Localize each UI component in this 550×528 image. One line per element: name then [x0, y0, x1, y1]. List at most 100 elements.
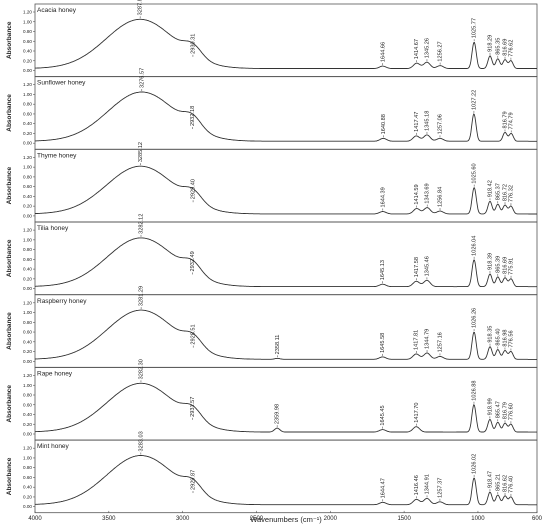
peak-label: 1025.60	[472, 163, 478, 183]
panel-6: Rape honey Absorbance 0.00 0.20 0.40 0.60 0.80…	[6, 359, 538, 441]
y-tick-label: 0.40	[23, 194, 32, 199]
peak-label: 1256.27	[438, 41, 444, 61]
y-axis-label: Absorbance	[6, 94, 13, 132]
spectrum-line	[34, 455, 537, 506]
peak-label: 776.62	[508, 40, 514, 57]
panel-3: Thyme honey Absorbance 0.00 0.20 0.40 0.60 0.8…	[6, 142, 538, 223]
y-tick-label: 0.60	[23, 111, 32, 116]
peak-label: 1645.45	[380, 405, 386, 425]
panels-group: Acacia honey Absorbance 0.00 0.20 0.40 0.60 0.…	[6, 0, 538, 514]
peak-label: 918.39	[487, 253, 493, 270]
y-tick-label: 1.20	[23, 82, 32, 87]
peak-label: 2931.57	[190, 397, 196, 417]
peak-label: 1414.59	[414, 184, 420, 204]
peak-label: 1644.47	[380, 478, 386, 498]
peak-label: 1344.91	[425, 474, 431, 494]
peak-label: 1257.37	[437, 478, 443, 498]
y-tick-label: 1.00	[23, 237, 32, 242]
peak-label: 865.37	[495, 183, 501, 200]
peak-label: 865.40	[495, 328, 501, 345]
panel-title: Acacia honey	[37, 7, 77, 14]
x-tick-label: 2000	[324, 516, 338, 522]
y-axis-label: Absorbance	[6, 166, 13, 204]
y-axis-label: Absorbance	[6, 312, 13, 350]
spectrum-line	[35, 382, 537, 433]
peak-label: 1644.66	[380, 42, 386, 62]
peak-label: 1640.88	[381, 114, 387, 134]
y-axis-label: Absorbance	[6, 239, 13, 277]
peak-label: 1644.39	[380, 187, 386, 207]
peak-label: 1345.26	[424, 38, 430, 58]
spectrum-line	[35, 91, 537, 142]
x-tick-label: 1000	[471, 516, 485, 522]
y-tick-label: 0.20	[23, 422, 32, 427]
peak-label: 776.60	[508, 403, 514, 420]
y-tick-label: 0.60	[23, 257, 32, 262]
peak-label: 2929.87	[191, 470, 197, 490]
peak-label: 1414.67	[414, 39, 420, 59]
x-axis: 4000 3500 3000 2500 2000 1500 1000 600	[28, 510, 543, 522]
peak-label: 2358.11	[275, 335, 281, 355]
y-tick-label: 0.00	[23, 68, 32, 73]
peak-label: 1645.13	[380, 260, 386, 280]
peak-label: 816.62	[503, 475, 509, 492]
peak-label: 1417.58	[414, 257, 420, 277]
x-tick-label: 1500	[397, 516, 411, 522]
peak-label: 1345.18	[424, 111, 430, 131]
y-tick-label: 0.40	[23, 121, 32, 126]
peak-label: 816.69	[503, 39, 509, 56]
y-tick-label: 0.00	[23, 141, 32, 146]
peak-label: 1025.77	[472, 18, 478, 38]
peak-label: 774.79	[509, 112, 515, 129]
peak-label: 3287.86	[138, 0, 144, 15]
y-tick-label: 0.20	[23, 276, 32, 281]
peak-label: 918.42	[487, 180, 493, 197]
peak-label: 918.47	[487, 471, 493, 488]
peak-label: 1345.46	[424, 256, 430, 276]
peak-label: 918.29	[488, 35, 494, 52]
x-tick-label: 3500	[102, 516, 116, 522]
panel-frame	[34, 367, 538, 441]
x-tick-label: 3000	[176, 516, 190, 522]
peak-label: 776.40	[508, 476, 514, 493]
peak-label: 776.32	[508, 185, 514, 202]
y-tick-label: 1.00	[23, 310, 32, 315]
panel-frame	[34, 221, 538, 296]
x-axis-label: Wavenumbers (cm⁻¹)	[250, 515, 322, 524]
y-tick-label: 0.80	[23, 465, 32, 470]
peak-label: 775.91	[509, 258, 515, 275]
peak-label: 816.79	[502, 402, 508, 419]
y-tick-label: 0.20	[23, 349, 32, 354]
peak-label: 3276.57	[139, 68, 145, 88]
peak-label: 1027.22	[471, 90, 477, 110]
y-tick-label: 0.80	[23, 247, 32, 252]
spectrum-line	[34, 165, 537, 215]
peak-label: 1256.84	[438, 187, 444, 207]
y-tick-label: 1.00	[23, 19, 32, 24]
peak-label: 1257.16	[437, 332, 443, 352]
peak-label: 2929.40	[191, 179, 197, 199]
y-tick-label: 0.80	[23, 29, 32, 34]
spectrum-line	[35, 309, 537, 360]
panel-1: Acacia honey Absorbance 0.00 0.20 0.40 0.60 0.…	[6, 0, 538, 77]
y-tick-label: 0.00	[23, 213, 32, 218]
x-tick-label: 600	[532, 516, 543, 522]
peak-label: 1417.47	[414, 112, 420, 132]
peak-label: 1343.69	[425, 183, 431, 203]
y-tick-label: 0.80	[23, 174, 32, 179]
y-tick-label: 0.20	[23, 58, 32, 63]
panel-frame	[34, 3, 538, 77]
y-tick-label: 1.20	[23, 155, 32, 160]
y-tick-label: 1.00	[23, 92, 32, 97]
peak-label: 816.72	[503, 184, 509, 201]
peak-label: 2932.49	[190, 251, 196, 271]
peak-label: 865.21	[495, 474, 501, 491]
peak-label: 1645.58	[380, 333, 386, 353]
y-tick-label: 0.20	[23, 131, 32, 136]
peak-label: 3281.29	[139, 286, 145, 306]
y-tick-label: 0.40	[23, 267, 32, 272]
peak-label: 918.99	[487, 398, 493, 415]
peak-label: 3283.03	[138, 431, 144, 451]
y-tick-label: 1.00	[23, 383, 32, 388]
